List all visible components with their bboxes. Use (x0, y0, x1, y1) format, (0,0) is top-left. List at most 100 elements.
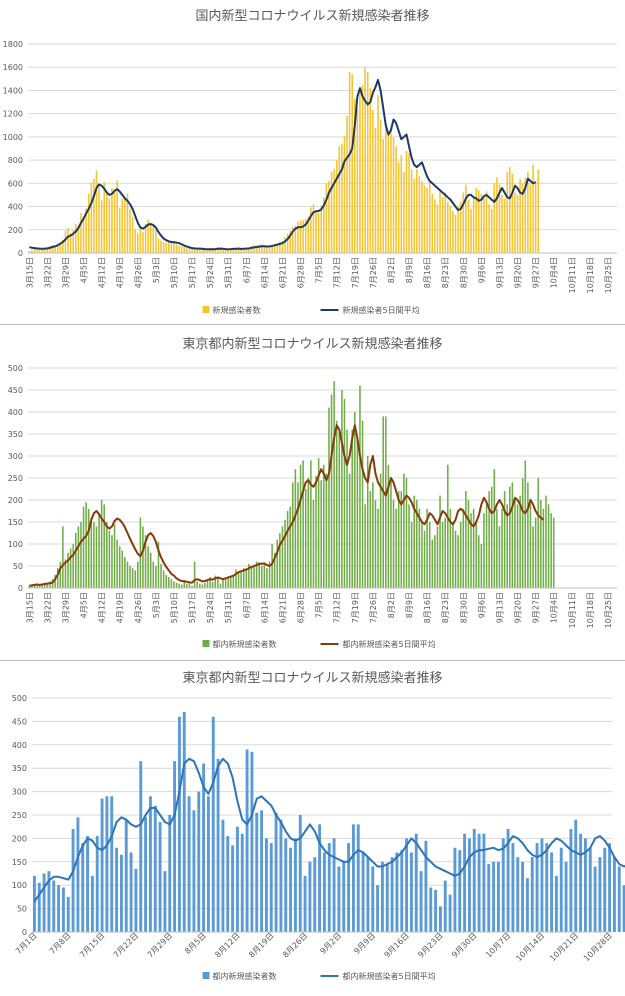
bar (410, 169, 413, 253)
bar (279, 819, 283, 932)
bar (372, 110, 374, 253)
bar (501, 838, 505, 932)
bar (397, 491, 400, 588)
bar (337, 866, 341, 932)
average-line (29, 424, 545, 587)
bar (160, 240, 162, 253)
bar (503, 198, 506, 253)
bar (54, 246, 56, 253)
bar (186, 583, 188, 588)
bar (281, 526, 284, 588)
bar (447, 201, 449, 253)
bar (506, 171, 508, 253)
bar (214, 575, 217, 588)
legend-bar-label: 都内新規感染者数 (213, 971, 277, 981)
bar (390, 478, 392, 588)
bar (542, 508, 545, 588)
y-tick-label: 300 (12, 788, 27, 797)
bar (221, 819, 225, 932)
bar (175, 244, 178, 253)
bar (338, 429, 341, 588)
bar (354, 98, 356, 253)
bar (90, 517, 93, 588)
bar (397, 162, 400, 253)
bar (454, 530, 457, 588)
bar (224, 579, 227, 588)
x-tick-label: 5月24日 (206, 257, 215, 288)
bar (335, 160, 338, 253)
x-tick-label: 10月18日 (586, 592, 595, 628)
bar (379, 473, 382, 588)
bar (289, 230, 291, 253)
bar (121, 550, 124, 588)
bar (380, 861, 384, 932)
bar (361, 420, 364, 588)
bar (245, 570, 248, 588)
x-tick-label: 10月18日 (586, 257, 595, 293)
bar (118, 546, 121, 588)
bar (459, 522, 462, 588)
bar (298, 815, 302, 932)
x-tick-label: 7月8日 (48, 931, 73, 956)
bar (115, 847, 119, 932)
bar (304, 218, 307, 253)
bar (113, 189, 116, 253)
y-tick-label: 100 (8, 540, 23, 549)
bar (147, 219, 149, 253)
bar (183, 246, 186, 253)
y-tick-label: 1200 (3, 110, 23, 119)
bar (85, 208, 87, 253)
bar (279, 241, 281, 253)
bar (276, 539, 279, 588)
y-tick-label: 400 (8, 203, 23, 212)
bar (264, 838, 268, 932)
bar (335, 420, 338, 588)
bar (545, 495, 547, 588)
x-tick-label: 4月19日 (116, 257, 125, 288)
bar (392, 500, 395, 588)
x-tick-label: 9月9日 (352, 931, 377, 956)
bar (82, 219, 85, 253)
bar (463, 833, 467, 932)
bar (509, 486, 511, 588)
bar (492, 861, 496, 932)
bar (480, 193, 483, 253)
bar (359, 385, 361, 588)
bar (338, 146, 341, 253)
bar (434, 199, 436, 253)
bar (173, 761, 177, 932)
bar (237, 246, 240, 253)
bar (41, 584, 43, 588)
bar (56, 568, 59, 588)
bar (472, 508, 475, 588)
x-tick-label: 4月12日 (98, 592, 107, 623)
legend-line-label: 新規感染者5日間平均 (343, 305, 420, 315)
bar (106, 192, 108, 253)
bar (498, 184, 501, 253)
bar (390, 857, 394, 932)
bar (47, 871, 51, 932)
bar (222, 580, 224, 588)
bar (519, 495, 521, 588)
bar (418, 508, 421, 588)
x-tick-label: 10月21日 (548, 931, 580, 963)
bar (202, 763, 206, 932)
x-tick-label: 6月28日 (297, 257, 306, 288)
bar (168, 577, 170, 588)
bar (235, 826, 239, 932)
bar (410, 522, 413, 588)
bar (330, 171, 333, 253)
bar (160, 563, 162, 588)
bar (487, 864, 491, 932)
bar (416, 169, 418, 253)
bar (574, 819, 578, 932)
bar (457, 535, 459, 588)
bar (237, 572, 240, 588)
bar (524, 177, 527, 253)
bar (414, 833, 418, 932)
bar (423, 530, 426, 588)
bar (139, 228, 142, 253)
x-tick-label: 8月12日 (213, 931, 241, 959)
bar (219, 583, 222, 588)
bar (36, 248, 38, 253)
